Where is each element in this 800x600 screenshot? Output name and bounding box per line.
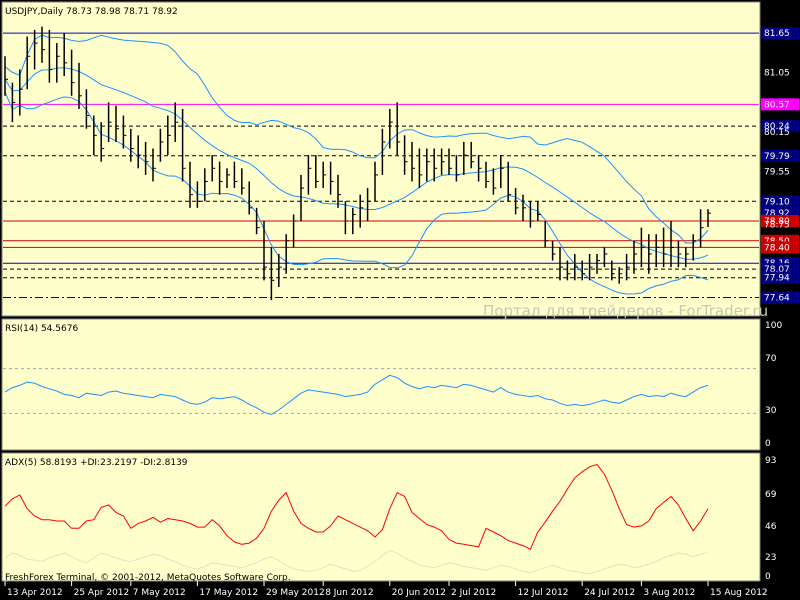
symbol-header: USDJPY,Daily 78.73 78.98 78.71 78.92 bbox=[5, 7, 178, 17]
x-tick-label: 3 Aug 2012 bbox=[643, 588, 695, 598]
price-axis-label: 78.07 bbox=[764, 265, 790, 275]
price-axis-label: 77.94 bbox=[764, 274, 790, 284]
adx-axis-23: 23 bbox=[765, 553, 776, 563]
adx-di-line bbox=[4, 549, 709, 575]
price-tag bbox=[761, 120, 799, 133]
adx-caption: ADX(5) 58.8193 +DI:23.2197 -DI:2.8139 bbox=[5, 458, 188, 468]
price-tag bbox=[761, 27, 799, 40]
x-tick-label: 2 Jul 2012 bbox=[451, 588, 496, 598]
adx-axis-93: 93 bbox=[765, 456, 776, 466]
price-tag bbox=[761, 291, 799, 304]
rsi-caption: RSI(14) 54.5676 bbox=[5, 324, 78, 334]
rsi-axis-0: 0 bbox=[765, 439, 771, 449]
price-axis-label: 80.24 bbox=[764, 122, 790, 132]
price-tag bbox=[761, 271, 799, 284]
price-axis-label: 79.79 bbox=[764, 152, 790, 162]
price-axis-label: 78.40 bbox=[764, 243, 790, 253]
price-axis-label: 81.65 bbox=[764, 29, 790, 39]
band-lower-line bbox=[4, 91, 709, 295]
price-axis-label: 80.15 bbox=[764, 128, 790, 138]
band-middle-line bbox=[4, 67, 709, 260]
copyright-footer: FreshForex Terminal, © 2001-2012, MetaQu… bbox=[5, 573, 291, 583]
price-tag bbox=[761, 195, 799, 208]
adx-line bbox=[4, 463, 709, 550]
price-axis-label: 77.64 bbox=[764, 293, 790, 303]
band-upper-line bbox=[4, 34, 709, 244]
x-tick-label: 17 May 2012 bbox=[199, 588, 258, 598]
rsi-axis-30: 30 bbox=[765, 406, 777, 416]
x-tick-label: 13 Apr 2012 bbox=[7, 588, 63, 598]
x-tick-label: 8 Jun 2012 bbox=[325, 588, 373, 598]
adx-axis-0: 0 bbox=[765, 572, 771, 582]
price-axis-label: 79.55 bbox=[764, 168, 790, 178]
x-tick-label: 29 May 2012 bbox=[266, 588, 325, 598]
x-tick-label: 20 Jun 2012 bbox=[392, 588, 446, 598]
adx-axis-46: 46 bbox=[765, 522, 777, 532]
x-tick-label: 15 Aug 2012 bbox=[710, 588, 768, 598]
adx-axis-69: 69 bbox=[765, 490, 777, 500]
watermark: Портал для трейдеров - ForTrader.ru bbox=[483, 302, 768, 320]
price-tag bbox=[761, 149, 799, 162]
price-tag bbox=[761, 215, 799, 228]
price-axis-label: 80.57 bbox=[764, 100, 790, 110]
price-tag bbox=[761, 241, 799, 254]
price-axis-label: 78.75 bbox=[764, 220, 790, 230]
x-tick-label: 7 May 2012 bbox=[133, 588, 186, 598]
price-axis-label: 78.92 bbox=[764, 209, 790, 219]
rsi-axis-100: 100 bbox=[765, 321, 782, 331]
price-axis-label: 81.05 bbox=[764, 69, 790, 79]
rsi-panel[interactable] bbox=[1, 318, 761, 451]
price-axis-label: 78.80 bbox=[764, 217, 790, 227]
x-tick-label: 25 Apr 2012 bbox=[74, 588, 130, 598]
x-tick-label: 12 Jul 2012 bbox=[518, 588, 569, 598]
price-axis-label: 79.10 bbox=[764, 197, 790, 207]
price-tag bbox=[761, 98, 799, 111]
x-tick-label: 24 Jul 2012 bbox=[584, 588, 635, 598]
rsi-line bbox=[4, 374, 709, 416]
adx-panel[interactable] bbox=[1, 452, 761, 582]
rsi-axis-70: 70 bbox=[765, 354, 777, 364]
